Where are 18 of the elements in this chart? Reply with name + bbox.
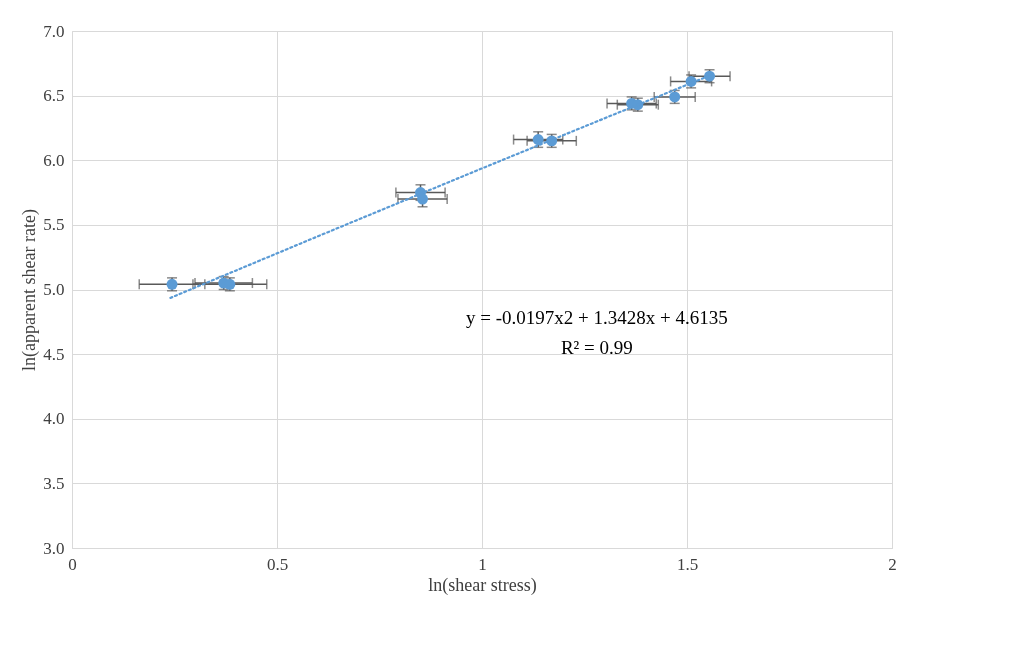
x-tick-label: 0: [68, 554, 77, 574]
y-tick-label: 3.5: [43, 473, 65, 493]
y-tick-label: 6.5: [43, 86, 65, 106]
y-tick-label: 5.5: [43, 215, 65, 235]
y-tick-label: 5.0: [43, 280, 65, 299]
y-tick-label: 4.0: [43, 409, 65, 429]
annotation: R² = 0.99: [560, 336, 633, 358]
x-tick-label: 2: [888, 554, 897, 574]
x-tick-label: 1: [478, 554, 487, 574]
annotation: y = -0.0197x2 + 1.3428x + 4.6135: [465, 306, 728, 328]
x-tick-label: 0.5: [266, 554, 289, 574]
y-tick-label: 4.5: [43, 344, 65, 364]
x-tick-label: 1.5: [676, 554, 699, 574]
y-tick-label: 6.0: [43, 150, 65, 170]
x-axis-title: ln(shear stress): [428, 574, 537, 596]
y-tick-label: 7.0: [43, 21, 65, 41]
y-axis-title: ln(apparent shear rate): [19, 209, 41, 371]
y-tick-label: 3.0: [43, 538, 65, 558]
